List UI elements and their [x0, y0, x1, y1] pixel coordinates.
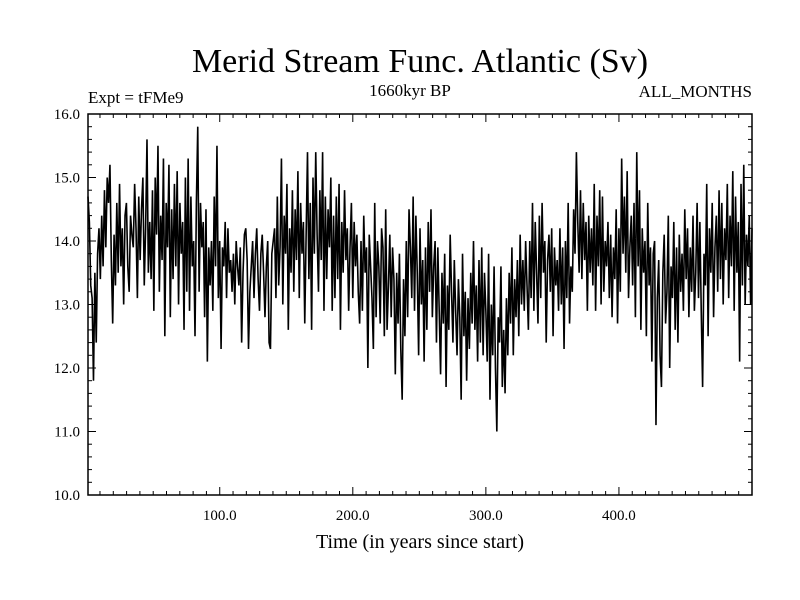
x-tick-label: 100.0: [203, 508, 237, 524]
chart-title: Merid Stream Func. Atlantic (Sv): [192, 43, 648, 80]
plot-frame: [87, 113, 753, 496]
x-tick-label: 200.0: [336, 508, 370, 524]
y-tick-label: 12.0: [54, 361, 80, 377]
series-line: [87, 126, 753, 432]
x-axis-label: Time (in years since start): [316, 531, 524, 553]
tick-labels: 100.0 200.0 300.0 400.0 10.0 11.0 12.0 13.0 14.0…: [54, 107, 636, 524]
chart-subtitle: 1660kyr BP: [369, 81, 451, 100]
y-tick-label: 16.0: [54, 107, 80, 123]
y-tick-label: 13.0: [54, 298, 80, 314]
x-tick-label: 400.0: [602, 508, 636, 524]
experiment-label: Expt = tFMe9: [88, 88, 184, 107]
months-label: ALL_MONTHS: [639, 82, 752, 101]
y-tick-label: 11.0: [54, 425, 80, 441]
y-tick-label: 10.0: [54, 488, 80, 504]
y-tick-label: 15.0: [54, 171, 80, 187]
y-tick-label: 14.0: [54, 234, 80, 250]
x-tick-label: 300.0: [469, 508, 503, 524]
